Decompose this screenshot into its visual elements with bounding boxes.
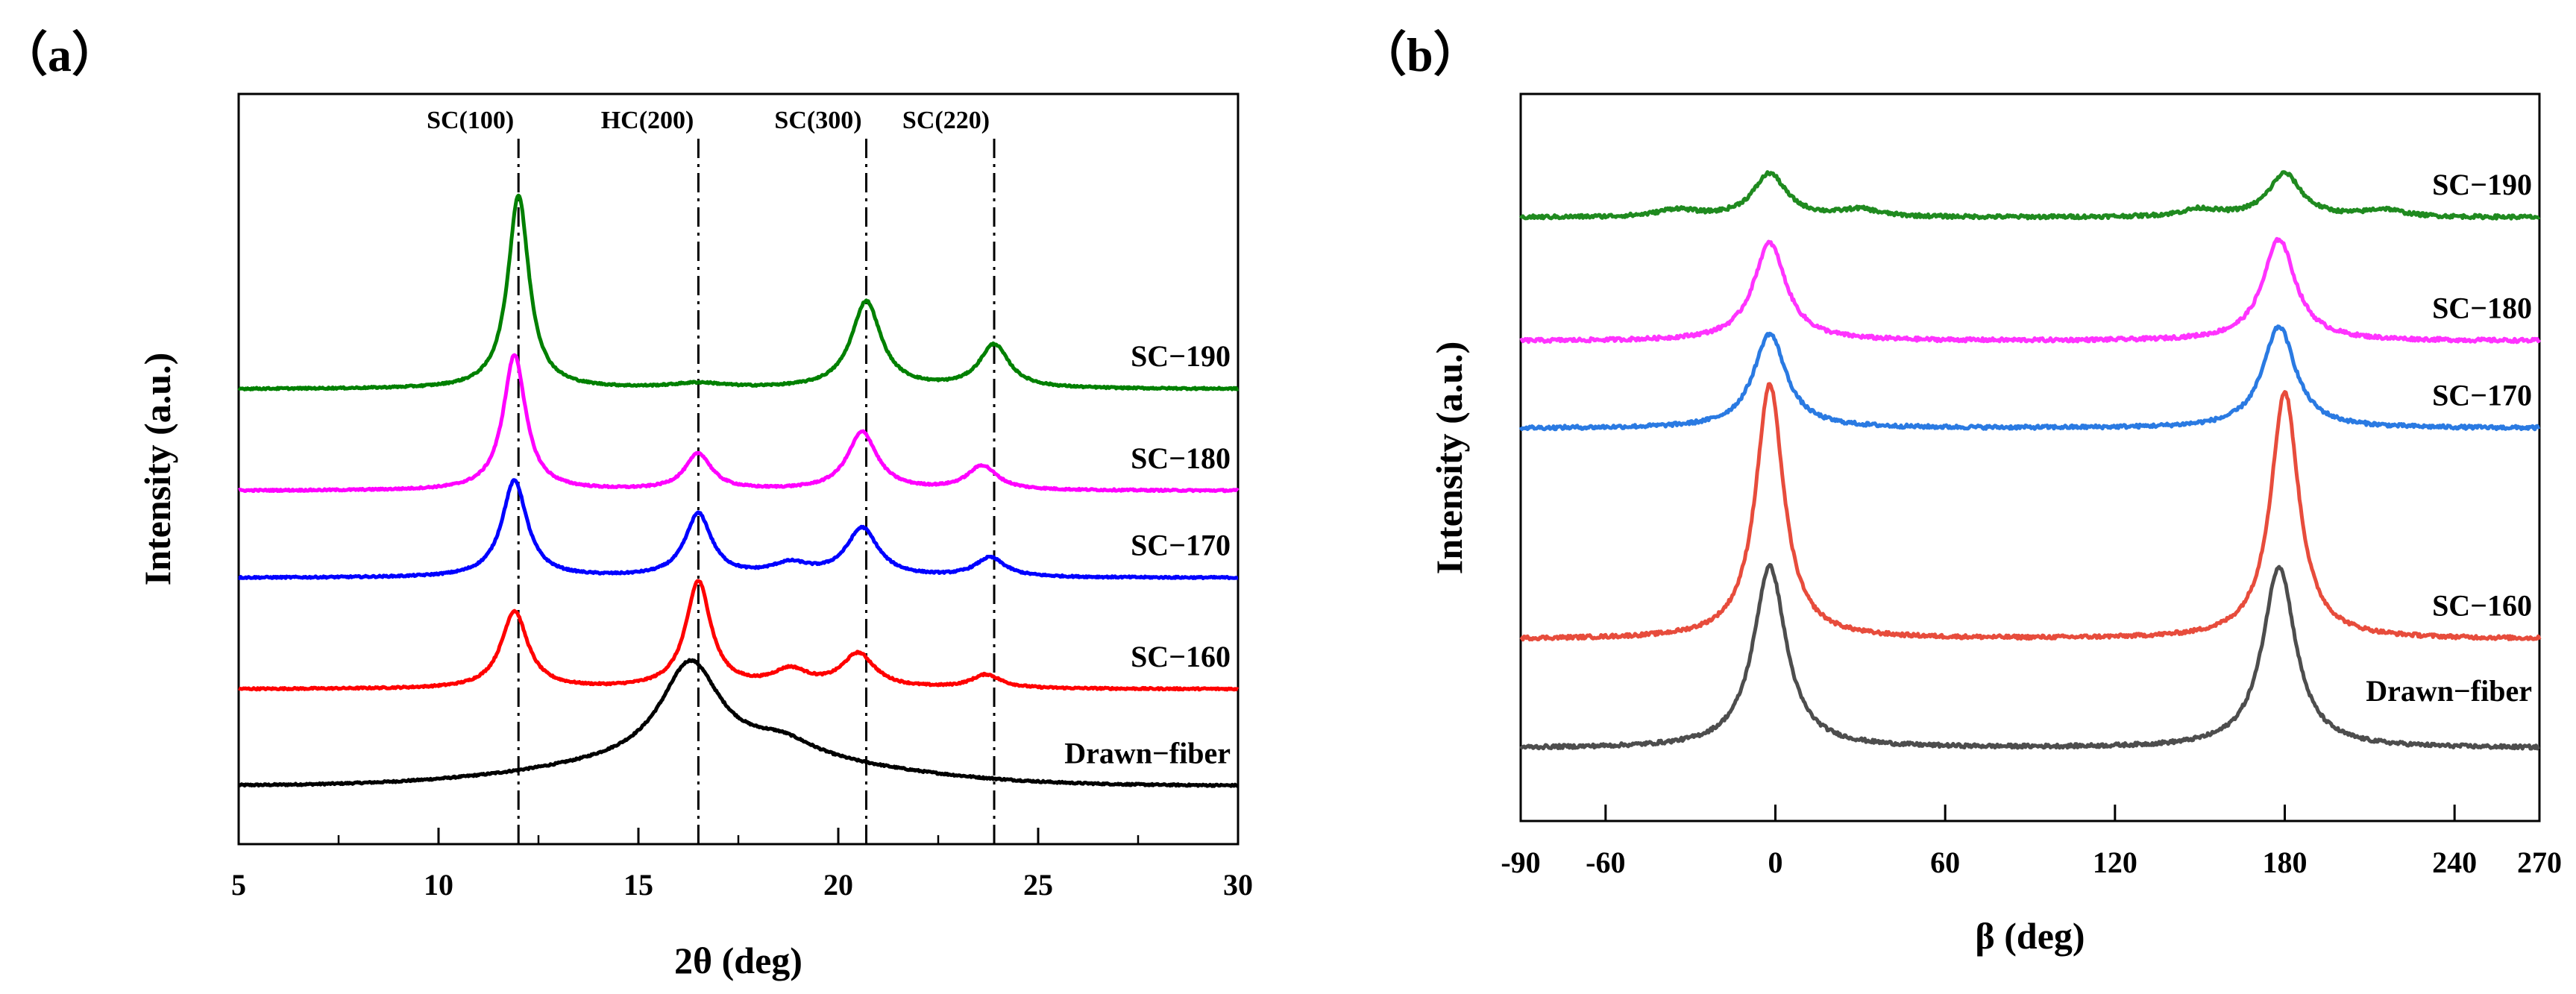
series-line bbox=[1519, 563, 2540, 751]
panel-a-series bbox=[237, 193, 1240, 788]
x-tick-label: 10 bbox=[424, 868, 453, 902]
peak-label: SC(220) bbox=[902, 107, 990, 134]
series-line bbox=[1519, 236, 2542, 345]
panel-a-y-axis-title: Intensity (a.u.) bbox=[136, 353, 178, 586]
series-line bbox=[1518, 324, 2541, 432]
panel-a-x-axis-title: 2θ (deg) bbox=[674, 940, 802, 981]
series-line bbox=[237, 478, 1240, 581]
peak-label: SC(300) bbox=[774, 107, 861, 134]
panel-a-label: （a） bbox=[0, 28, 119, 81]
panel-b-label: （b） bbox=[1359, 28, 1481, 81]
x-tick-label: 15 bbox=[623, 868, 653, 902]
series-line bbox=[1519, 382, 2542, 642]
panel-b-azimuthal: （b） -90 -60 0 60 120 180 240 270 Drawn−fiber SC−… bbox=[1359, 28, 2562, 957]
panel-a-plot-frame bbox=[237, 92, 1240, 846]
series-line bbox=[237, 579, 1240, 692]
series-line bbox=[237, 193, 1240, 391]
series-label: SC−190 bbox=[1131, 339, 1231, 373]
series-line bbox=[237, 658, 1240, 788]
series-label: SC−190 bbox=[2432, 168, 2532, 201]
x-tick-label: -90 bbox=[1501, 846, 1540, 879]
panel-a-xrd-2theta: （a） 5 10 15 20 25 30 SC(100) HC(200) SC(300) SC(… bbox=[0, 28, 1253, 981]
series-label: SC−180 bbox=[1131, 441, 1231, 475]
panel-a-peak-guides: SC(100) HC(200) SC(300) SC(220) bbox=[427, 107, 996, 844]
x-tick-label: 60 bbox=[1930, 846, 1960, 879]
series-label: SC−170 bbox=[2432, 379, 2532, 412]
panel-b-plot-frame bbox=[1519, 92, 2541, 822]
x-tick-label: -60 bbox=[1586, 846, 1625, 879]
series-line bbox=[1518, 170, 2541, 221]
series-label: SC−180 bbox=[2432, 292, 2532, 325]
peak-label: HC(200) bbox=[601, 107, 694, 134]
x-tick-label: 240 bbox=[2432, 846, 2477, 879]
panel-b-series-labels: Drawn−fiber SC−160 SC−170 SC−180 SC−190 bbox=[2366, 168, 2532, 708]
series-label: SC−160 bbox=[1131, 640, 1231, 673]
x-tick-label: 180 bbox=[2263, 846, 2308, 879]
panel-a-series-labels: Drawn−fiber SC−160 SC−170 SC−180 SC−190 bbox=[1064, 339, 1231, 770]
x-tick-label: 20 bbox=[823, 868, 853, 902]
x-tick-label: 0 bbox=[1768, 846, 1783, 879]
panel-a-x-axis: 5 10 15 20 25 30 bbox=[231, 828, 1253, 902]
panel-b-y-axis-title: Intensity (a.u.) bbox=[1428, 342, 1470, 575]
x-tick-label: 30 bbox=[1223, 868, 1253, 902]
panel-b-x-axis: -90 -60 0 60 120 180 240 270 bbox=[1501, 805, 2562, 879]
series-label: Drawn−fiber bbox=[1064, 736, 1231, 770]
x-tick-label: 120 bbox=[2093, 846, 2137, 879]
series-label: SC−160 bbox=[2432, 589, 2532, 623]
x-tick-label: 5 bbox=[231, 868, 246, 902]
panel-b-x-axis-title: β (deg) bbox=[1975, 915, 2085, 957]
panel-b-series bbox=[1518, 170, 2542, 751]
series-label: Drawn−fiber bbox=[2366, 674, 2532, 708]
x-tick-label: 25 bbox=[1023, 868, 1053, 902]
peak-label: SC(100) bbox=[427, 107, 514, 134]
series-line bbox=[237, 353, 1240, 494]
x-tick-label: 270 bbox=[2517, 846, 2562, 879]
series-label: SC−170 bbox=[1131, 529, 1231, 562]
